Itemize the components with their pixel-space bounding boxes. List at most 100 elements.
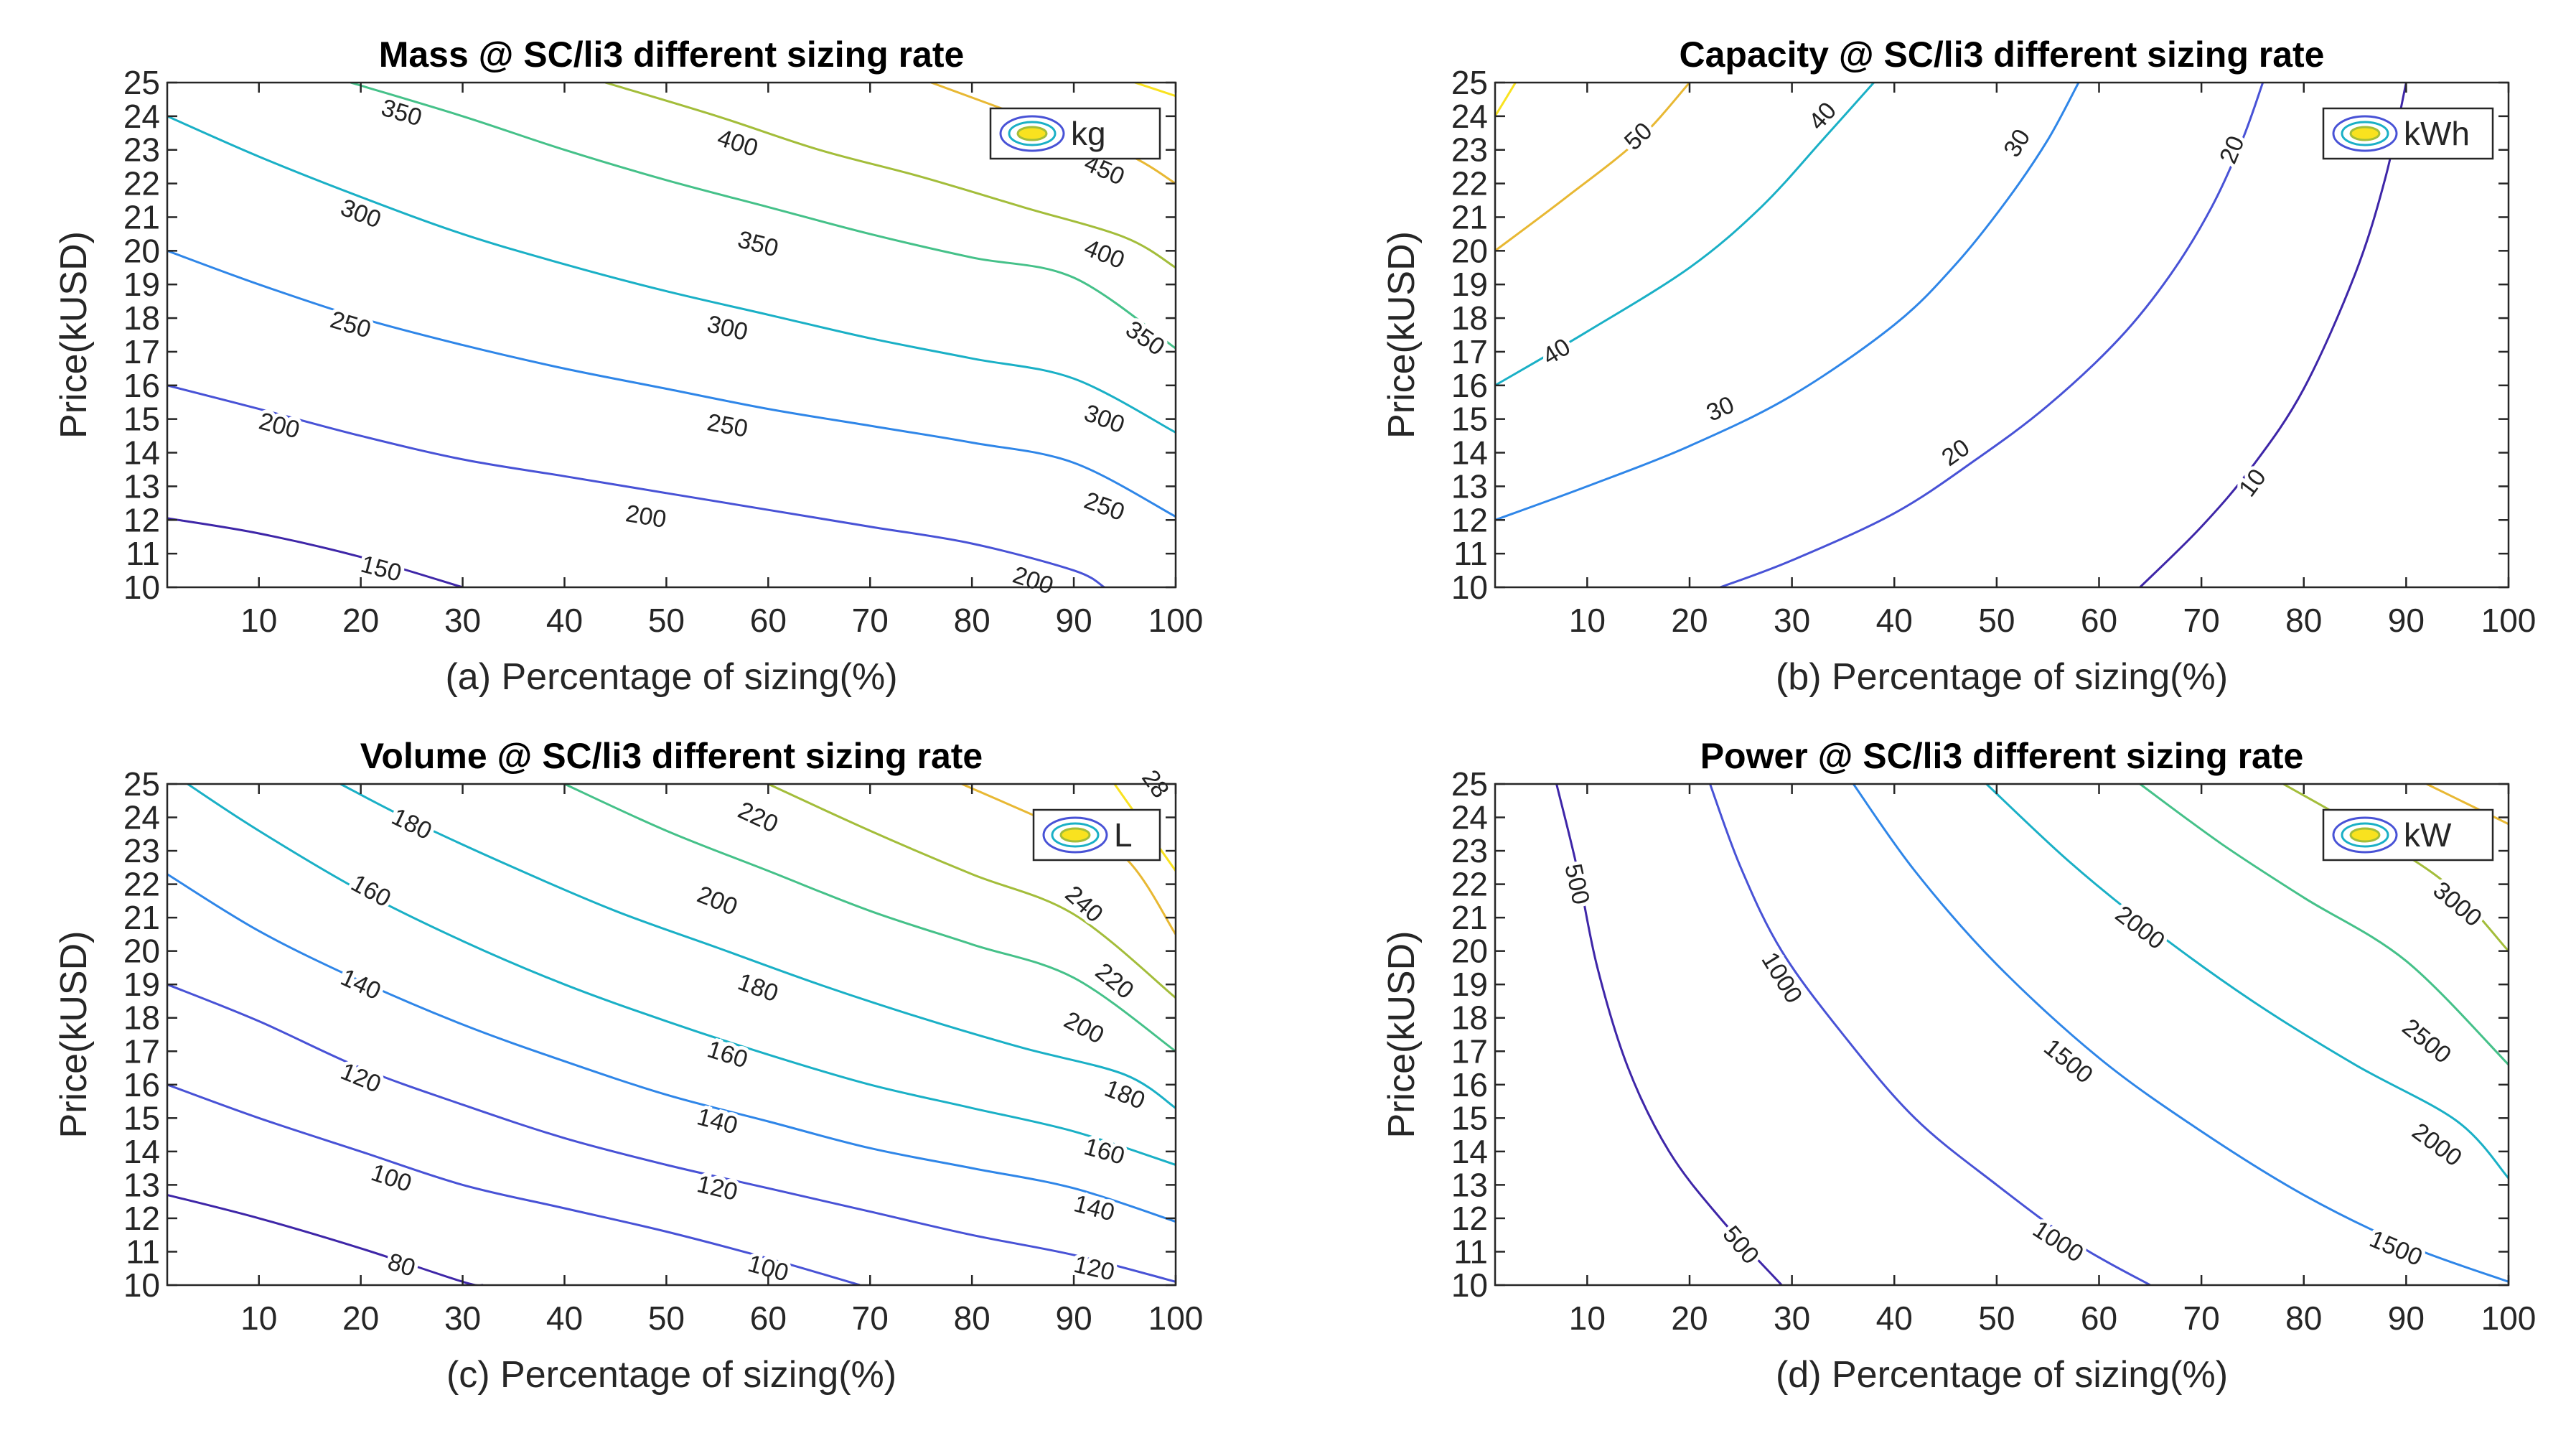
y-tick-label: 23 xyxy=(123,131,160,169)
contour-line-220 xyxy=(767,784,1176,999)
x-tick-label: 80 xyxy=(2285,1299,2322,1337)
y-tick-label: 14 xyxy=(123,1133,160,1170)
contour-line-2500 xyxy=(2139,784,2509,1065)
x-tick-label: 70 xyxy=(2183,1299,2220,1337)
x-tick-label: 10 xyxy=(240,1299,277,1337)
x-axis-label: (b) Percentage of sizing(%) xyxy=(1776,656,2228,698)
contour-label: 350 xyxy=(1120,315,1169,361)
contour-line-80 xyxy=(167,1193,484,1285)
x-tick-label: 30 xyxy=(1774,1299,1810,1337)
contour-line-10 xyxy=(2139,83,2407,587)
contour-line-60 xyxy=(1495,83,1517,117)
contour-label: 350 xyxy=(378,94,425,132)
y-tick-label: 18 xyxy=(123,999,160,1037)
x-tick-label: 90 xyxy=(2388,602,2425,639)
contour-line-200 xyxy=(167,384,1105,587)
x-tick-label: 60 xyxy=(750,1299,787,1337)
contour-lines xyxy=(167,784,1176,1285)
x-axis-label: (a) Percentage of sizing(%) xyxy=(445,656,897,698)
contour-lines xyxy=(1555,784,2509,1285)
contour-lines xyxy=(1495,83,2407,587)
contour-label: 400 xyxy=(714,124,762,162)
y-tick-label: 18 xyxy=(123,299,160,337)
contour-line-1500 xyxy=(1852,784,2509,1283)
contour-line-500 xyxy=(1555,784,1783,1285)
contour-label: 160 xyxy=(1081,1133,1128,1170)
contour-label: 2500 xyxy=(2397,1014,2457,1069)
y-tick-label: 25 xyxy=(123,64,160,101)
y-tick-label: 21 xyxy=(1451,198,1488,235)
contour-legend-icon xyxy=(2332,816,2398,854)
contour-line-1000 xyxy=(1709,784,2151,1285)
y-tick-label: 25 xyxy=(1451,64,1488,101)
legend: L xyxy=(1032,808,1161,862)
y-axis-label: Price(kUSD) xyxy=(1381,231,1423,439)
y-tick-label: 15 xyxy=(123,1099,160,1136)
x-tick-label: 100 xyxy=(1148,1299,1204,1337)
contour-label: 200 xyxy=(1059,1007,1108,1050)
contour-label: 30 xyxy=(1702,391,1738,427)
contour-label: 80 xyxy=(385,1248,418,1282)
contour-line-140 xyxy=(167,873,1176,1223)
legend: kW xyxy=(2322,808,2494,862)
contour-label: 3000 xyxy=(2427,877,2486,933)
x-tick-label: 50 xyxy=(1978,602,2015,639)
contour-label: 150 xyxy=(358,551,405,587)
contour-label: 2000 xyxy=(2110,900,2170,955)
y-axis-label: Price(kUSD) xyxy=(53,931,95,1139)
contour-label: 100 xyxy=(367,1159,415,1198)
x-tick-label: 60 xyxy=(2081,602,2117,639)
x-tick-label: 80 xyxy=(2285,602,2322,639)
y-tick-label: 19 xyxy=(123,266,160,303)
legend-label: kWh xyxy=(2404,115,2470,152)
y-tick-label: 24 xyxy=(123,799,160,836)
x-tick-label: 10 xyxy=(240,602,277,639)
y-tick-label: 22 xyxy=(1451,165,1488,202)
contour-label: 220 xyxy=(1090,958,1139,1004)
x-tick-label: 40 xyxy=(1876,1299,1913,1337)
x-tick-label: 90 xyxy=(1055,602,1092,639)
contour-line-100 xyxy=(167,1083,861,1285)
contour-label: 20 xyxy=(1936,434,1975,472)
y-tick-label: 25 xyxy=(123,765,160,803)
y-tick-label: 24 xyxy=(123,98,160,135)
x-tick-label: 80 xyxy=(954,602,990,639)
contour-label: 50 xyxy=(1619,117,1658,156)
legend: kWh xyxy=(2322,107,2494,160)
contour-line-2000 xyxy=(1985,784,2509,1180)
contour-legend-icon xyxy=(1042,816,1108,854)
x-tick-label: 20 xyxy=(342,602,379,639)
contour-label: 500 xyxy=(1559,862,1594,907)
contour-label: 300 xyxy=(705,310,751,346)
contour-line-250 xyxy=(167,249,1176,518)
chart-panel-a: Mass @ SC/li3 different sizing rate 150 20… xyxy=(53,34,1203,698)
contour-lines xyxy=(167,83,1176,587)
y-tick-label: 19 xyxy=(1451,966,1488,1003)
chart-title: Mass @ SC/li3 different sizing rate xyxy=(379,34,965,75)
y-tick-label: 25 xyxy=(1451,765,1488,803)
contour-label: 200 xyxy=(693,881,741,921)
y-tick-label: 22 xyxy=(123,866,160,903)
x-tick-label: 80 xyxy=(954,1299,990,1337)
contour-label: 140 xyxy=(1071,1190,1118,1226)
y-tick-label: 11 xyxy=(126,1233,160,1270)
contour-line-160 xyxy=(187,784,1176,1166)
y-tick-label: 20 xyxy=(123,933,160,970)
y-axis-label: Price(kUSD) xyxy=(1381,931,1423,1139)
contour-line-400 xyxy=(604,83,1176,269)
y-tick-label: 11 xyxy=(1453,535,1488,572)
y-tick-label: 19 xyxy=(1451,266,1488,303)
contour-label: 250 xyxy=(705,409,750,443)
x-tick-label: 20 xyxy=(1671,602,1708,639)
contour-line-3500 xyxy=(2426,784,2509,826)
y-axis-label: Price(kUSD) xyxy=(53,231,95,439)
y-tick-label: 10 xyxy=(123,1266,160,1304)
y-tick-label: 21 xyxy=(123,198,160,235)
y-tick-label: 16 xyxy=(123,367,160,404)
contour-label: 2000 xyxy=(2407,1118,2466,1172)
y-tick-label: 10 xyxy=(123,569,160,606)
axes-box xyxy=(166,783,1177,1287)
contour-label: 300 xyxy=(1081,399,1128,439)
legend-label: L xyxy=(1114,816,1133,854)
y-tick-label: 17 xyxy=(1451,333,1488,370)
